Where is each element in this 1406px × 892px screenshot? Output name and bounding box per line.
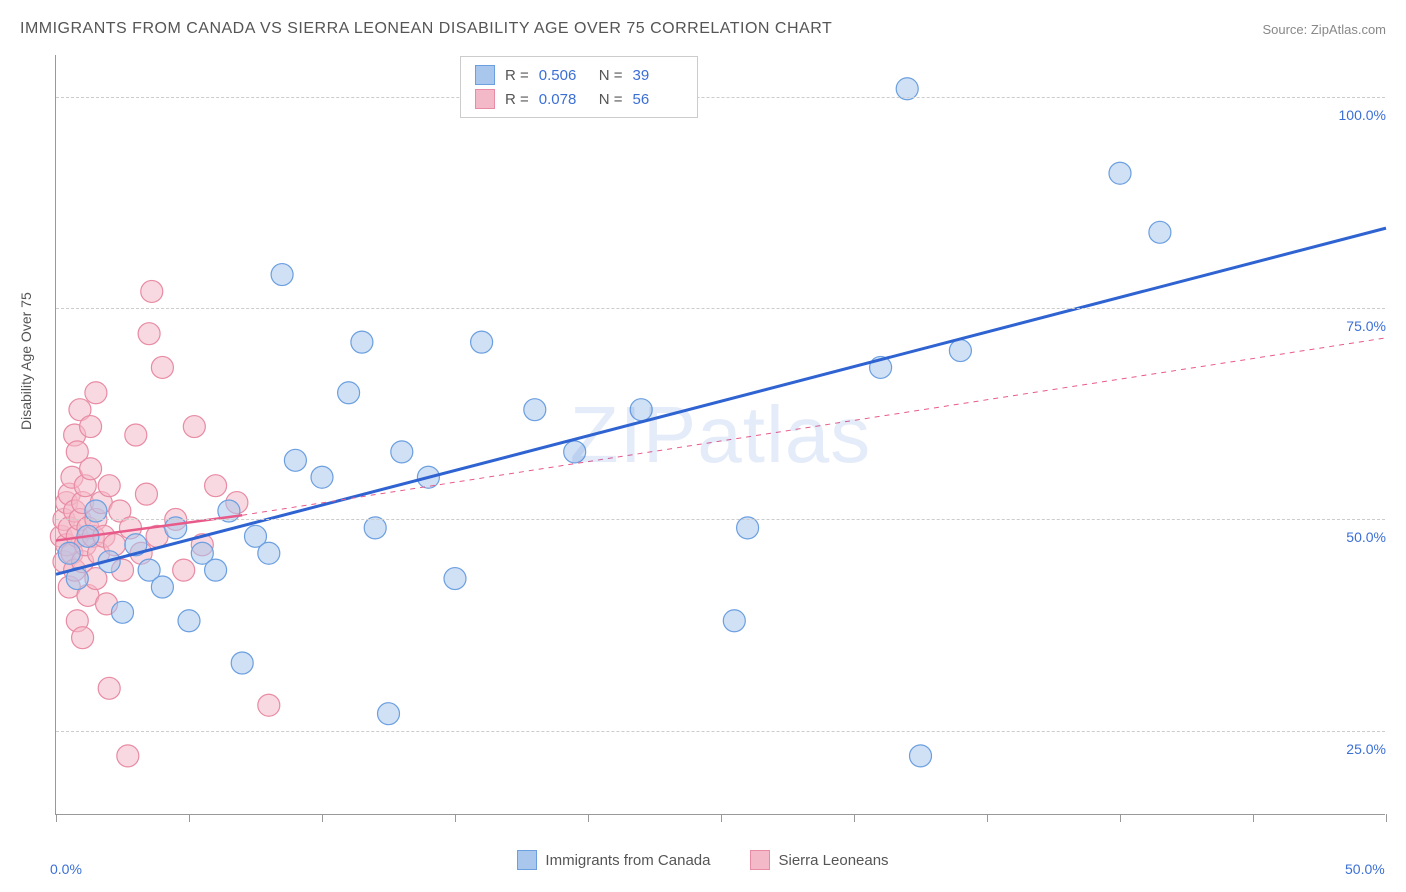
r-value-canada: 0.506 (539, 67, 589, 84)
chart-title: IMMIGRANTS FROM CANADA VS SIERRA LEONEAN… (20, 20, 832, 38)
chart-header: IMMIGRANTS FROM CANADA VS SIERRA LEONEAN… (20, 20, 1386, 38)
y-tick-label: 50.0% (1346, 529, 1386, 545)
swatch-canada (475, 65, 495, 85)
r-value-sierra: 0.078 (539, 91, 589, 108)
legend-stats-row-1: R = 0.506 N = 39 (475, 63, 683, 87)
n-value-sierra: 56 (633, 91, 683, 108)
y-axis-label: Disability Age Over 75 (18, 292, 34, 430)
x-tick-label: 50.0% (1345, 861, 1385, 877)
swatch-canada-bottom (517, 850, 537, 870)
legend-stats-row-2: R = 0.078 N = 56 (475, 87, 683, 111)
n-value-canada: 39 (633, 67, 683, 84)
swatch-sierra-bottom (750, 850, 770, 870)
y-tick-label: 75.0% (1346, 318, 1386, 334)
chart-svg (56, 55, 1385, 814)
legend-stats: R = 0.506 N = 39 R = 0.078 N = 56 (460, 56, 698, 118)
plot-area: ZIPatlas (55, 55, 1385, 815)
legend-bottom: Immigrants from Canada Sierra Leoneans (0, 850, 1406, 870)
swatch-sierra (475, 89, 495, 109)
legend-label-canada: Immigrants from Canada (545, 852, 710, 869)
source-label: Source: ZipAtlas.com (1262, 22, 1386, 37)
x-tick-label: 0.0% (50, 861, 82, 877)
legend-item-sierra: Sierra Leoneans (750, 850, 888, 870)
y-tick-label: 25.0% (1346, 741, 1386, 757)
y-tick-label: 100.0% (1339, 107, 1386, 123)
legend-label-sierra: Sierra Leoneans (778, 852, 888, 869)
legend-item-canada: Immigrants from Canada (517, 850, 710, 870)
